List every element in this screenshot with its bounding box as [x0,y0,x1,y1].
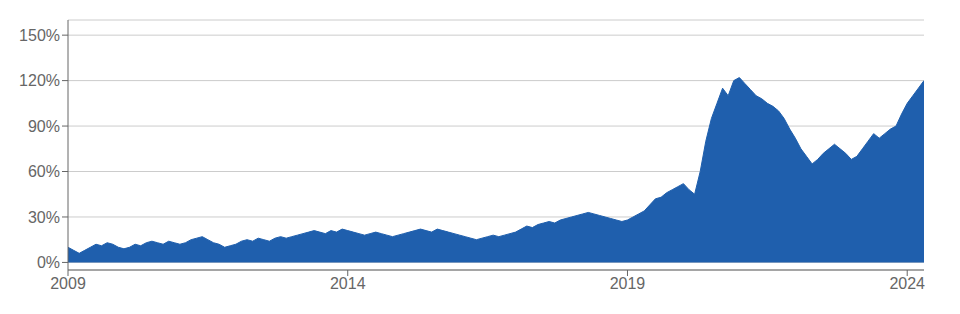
svg-text:2014: 2014 [330,275,366,292]
svg-text:0%: 0% [37,254,60,271]
svg-text:2024: 2024 [889,275,925,292]
svg-text:60%: 60% [28,163,60,180]
svg-text:90%: 90% [28,118,60,135]
svg-text:2019: 2019 [610,275,646,292]
svg-text:2009: 2009 [50,275,86,292]
svg-text:150%: 150% [19,27,60,44]
svg-text:30%: 30% [28,209,60,226]
svg-text:120%: 120% [19,72,60,89]
